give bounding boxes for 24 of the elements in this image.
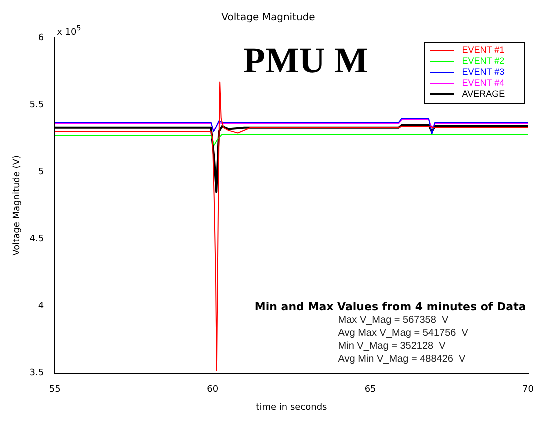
x-tick-label: 65 xyxy=(364,385,376,396)
annotation: Min and Max Values from 4 minutes of Data xyxy=(254,300,526,314)
annotation: Max V_Mag = 567358 V xyxy=(338,315,449,326)
annotation: Min V_Mag = 352128 V xyxy=(338,341,446,352)
legend-label: EVENT #2 xyxy=(462,56,505,66)
x-tick-label: 70 xyxy=(522,385,534,396)
annotation: Avg Max V_Mag = 541756 V xyxy=(338,328,469,340)
legend-label: EVENT #3 xyxy=(462,66,505,77)
y-tick-label: 5.5 xyxy=(30,100,44,110)
y-tick-label: 5 xyxy=(38,168,44,178)
annotation: Avg Min V_Mag = 488426 V xyxy=(338,354,466,366)
y-tick-label: 4 xyxy=(38,302,44,312)
x-tick-label: 55 xyxy=(49,385,61,396)
legend-label: AVERAGE xyxy=(462,88,506,99)
chart-title: Voltage Magnitude xyxy=(222,12,316,24)
y-tick-label: 6 xyxy=(38,33,44,44)
y-axis-title: Voltage Magnitude (V) xyxy=(12,156,23,256)
x-axis-title: time in seconds xyxy=(256,402,328,413)
y-tick-label: 4.5 xyxy=(30,234,44,245)
x-tick-label: 60 xyxy=(207,385,219,396)
y-tick-label: 3.5 xyxy=(30,368,44,379)
legend-label: EVENT #1 xyxy=(462,44,505,55)
legend-label: EVENT #4 xyxy=(462,78,505,88)
annotation: PMU M xyxy=(243,40,368,80)
